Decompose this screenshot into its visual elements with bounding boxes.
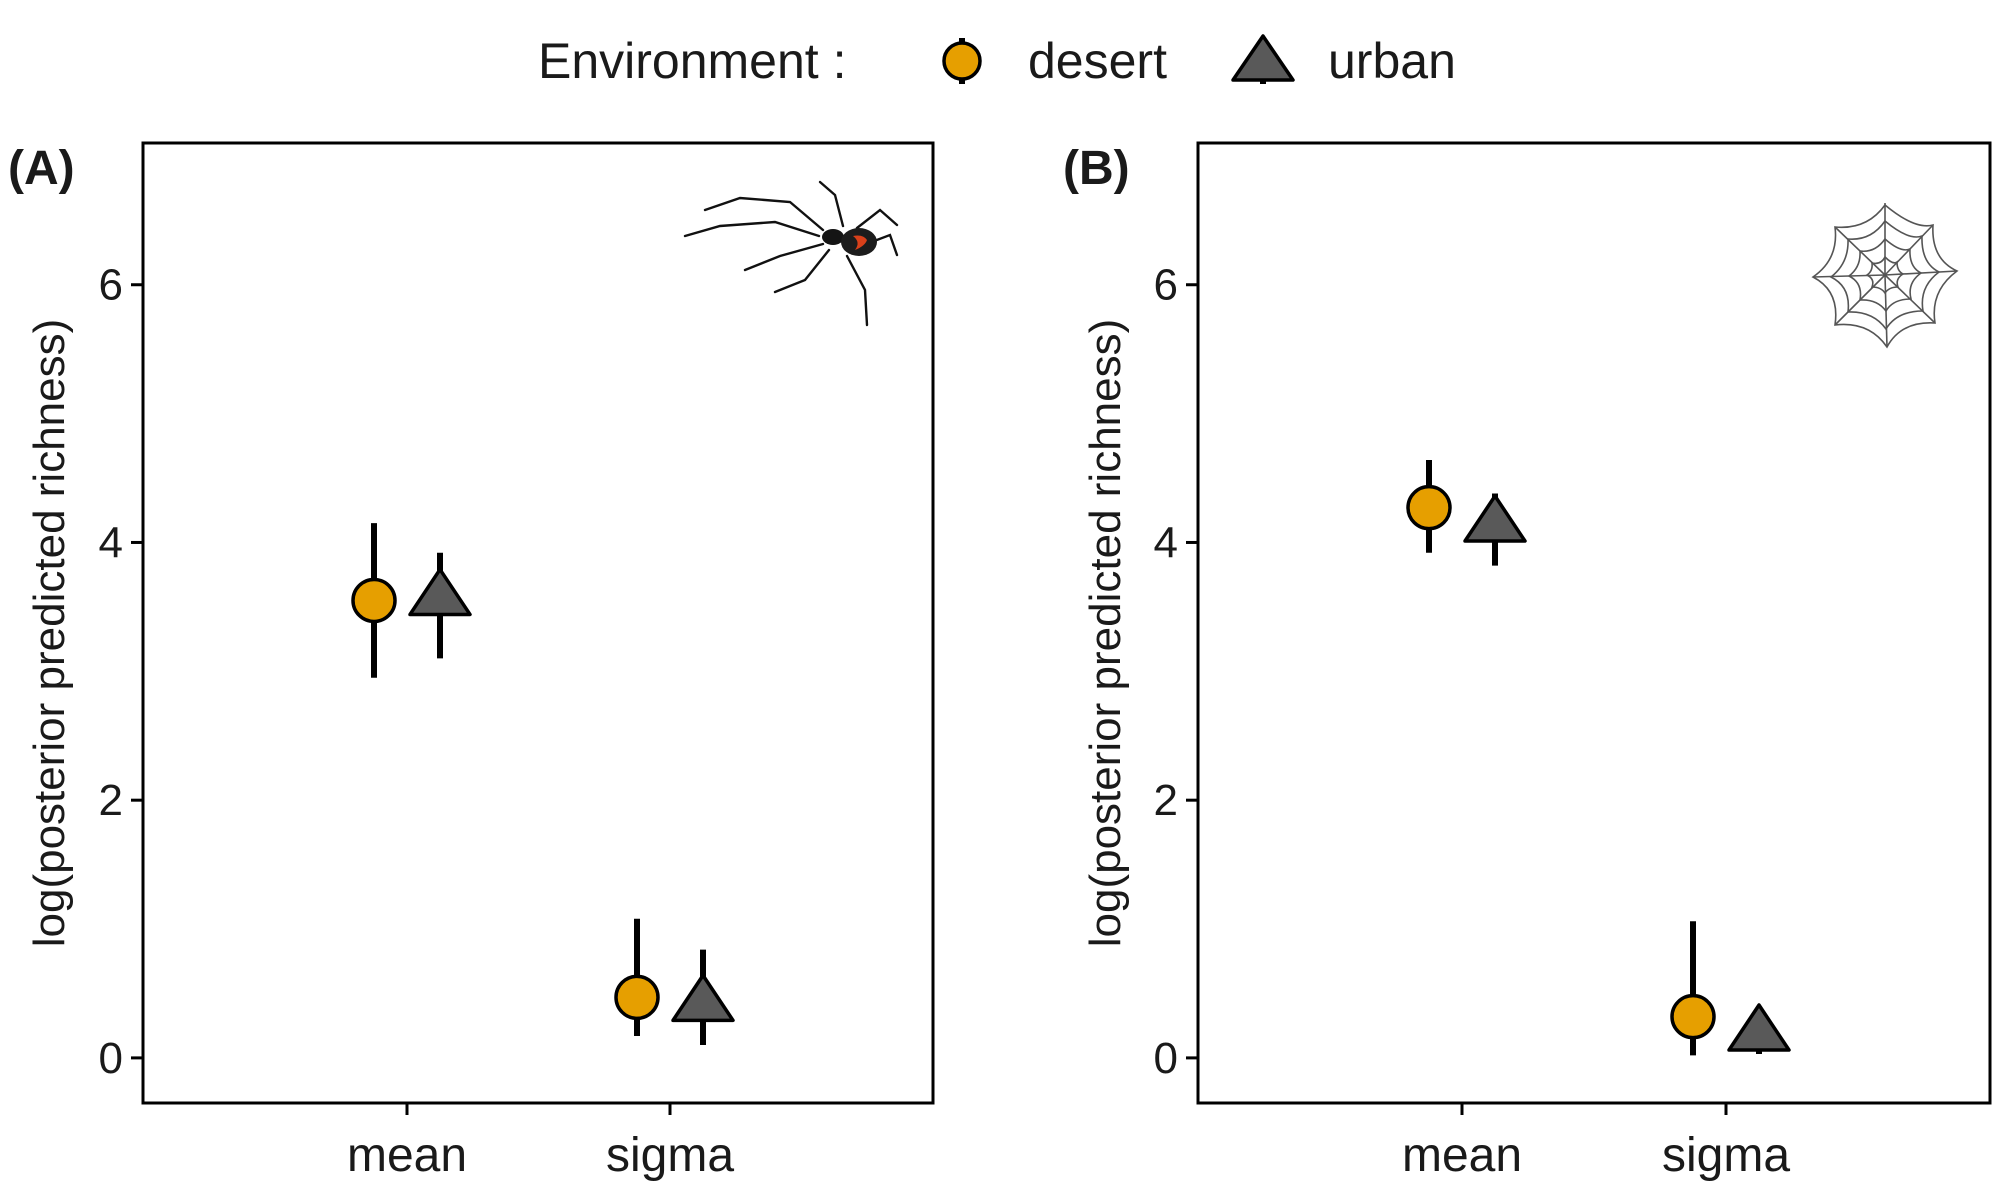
legend-label-urban: urban: [1328, 33, 1456, 89]
point-desert-mean: [351, 577, 397, 624]
panel-b: (B) log(posterior predicted richness) 0 2…: [1063, 141, 1992, 1182]
y-tick-label: 6: [99, 261, 123, 310]
y-tick-label: 2: [1154, 776, 1178, 825]
y-tick-label: 4: [1154, 518, 1178, 567]
y-tick-label: 2: [99, 776, 123, 825]
x-tick-label: mean: [347, 1129, 467, 1182]
plot-frame-a: [141, 141, 935, 1105]
y-tick-label: 6: [1154, 261, 1178, 310]
point-urban-mean: [1463, 494, 1527, 543]
x-tick-label: sigma: [606, 1129, 734, 1182]
y-axis-label-b: log(posterior predicted richness): [1081, 319, 1130, 948]
legend-key-desert: [942, 38, 982, 84]
point-urban-sigma: [1727, 1003, 1791, 1052]
spider-web-icon: [1811, 203, 1959, 349]
point-desert-sigma: [614, 974, 660, 1021]
x-ticks-a: mean sigma: [347, 1103, 734, 1182]
spider-icon: [683, 180, 899, 327]
point-desert-mean: [1406, 484, 1452, 531]
plot-frame-b: [1196, 141, 1992, 1105]
y-axis-label-a: log(posterior predicted richness): [25, 319, 74, 948]
y-ticks-b: 0 2 4 6: [1154, 261, 1198, 1083]
y-ticks-a: 0 2 4 6: [99, 261, 143, 1083]
panel-a: (A) log(posterior predicted richness) 0 2…: [8, 141, 935, 1182]
legend-label-desert: desert: [1028, 33, 1167, 89]
panel-label-b: (B): [1063, 142, 1130, 195]
legend-title: Environment :: [538, 33, 846, 89]
points-a: [351, 523, 735, 1046]
points-b: [1406, 459, 1791, 1056]
panel-label-a: (A): [8, 142, 75, 195]
y-tick-label: 0: [99, 1034, 123, 1083]
y-tick-label: 4: [99, 518, 123, 567]
x-tick-label: sigma: [1662, 1129, 1790, 1182]
x-tick-label: mean: [1402, 1129, 1522, 1182]
legend-key-urban: [1231, 34, 1295, 84]
point-urban-mean: [408, 567, 472, 617]
legend: Environment : desert urban: [538, 33, 1456, 89]
x-ticks-b: mean sigma: [1402, 1103, 1790, 1182]
point-urban-sigma: [671, 973, 735, 1023]
y-tick-label: 0: [1154, 1034, 1178, 1083]
point-desert-sigma: [1670, 993, 1716, 1040]
